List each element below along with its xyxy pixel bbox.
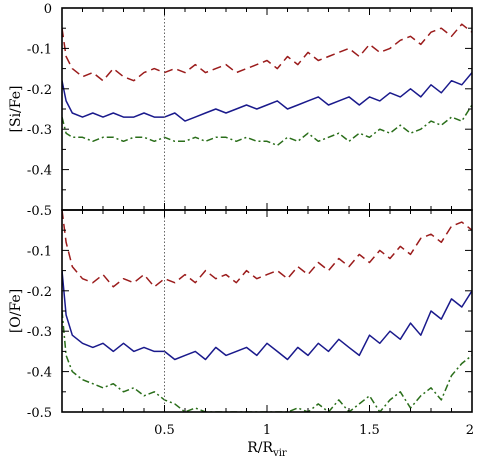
top-y-tick-label: -0.3 — [27, 123, 52, 138]
bottom-series-dashed-line — [62, 210, 472, 288]
bottom-x-tick-label: 1 — [263, 423, 271, 438]
bottom-y-tick-label: -0.3 — [27, 325, 52, 340]
top-y-tick-label: -0.5 — [27, 204, 52, 219]
bottom-y-tick-label: -0.1 — [27, 244, 52, 259]
x-axis-label-subscript: vir — [272, 448, 287, 459]
top-y-tick-label: -0.4 — [27, 164, 52, 179]
bottom-series-solid-line — [62, 270, 472, 361]
top-panel-frame — [61, 7, 473, 211]
top-series-solid-line — [62, 72, 472, 122]
top-series-group — [62, 23, 472, 147]
x-axis-label-base: R/R — [247, 440, 273, 456]
bottom-x-tick-label: 2 — [466, 423, 474, 438]
bottom-x-tick-label: 0.5 — [154, 423, 175, 438]
top-series-dashed-line — [62, 23, 472, 82]
bottom-y-tick-label: -0.4 — [27, 366, 52, 381]
bottom-y-axis-label: [O/Fe] — [8, 289, 24, 333]
bottom-y-tick-label: -0.2 — [27, 285, 52, 300]
bottom-series-group — [62, 210, 472, 412]
top-y-axis-label: [Si/Fe] — [8, 86, 24, 133]
bottom-y-tick-label: -0.5 — [27, 406, 52, 421]
top-series-dashdot-line — [62, 104, 472, 147]
bottom-ticks: -0.1 -0.2 -0.3 -0.4 -0.5 0.5 1 1.5 2 — [27, 209, 474, 438]
top-y-tick-label: -0.1 — [27, 42, 52, 57]
top-y-tick-label: 0 — [44, 2, 52, 17]
x-axis-label: R/Rvir — [247, 440, 287, 459]
top-y-tick-label: -0.2 — [27, 83, 52, 98]
bottom-series-dashdot-line — [62, 310, 472, 412]
top-ticks: 0 -0.1 -0.2 -0.3 -0.4 -0.5 — [27, 2, 473, 219]
bottom-panel-frame — [61, 209, 473, 413]
bottom-x-tick-label: 1.5 — [359, 423, 380, 438]
panel-top: 0 -0.1 -0.2 -0.3 -0.4 -0.5 [Si/Fe] — [8, 2, 473, 219]
panel-bottom: -0.1 -0.2 -0.3 -0.4 -0.5 0.5 1 1.5 2 [O/Fe] — [8, 209, 474, 438]
